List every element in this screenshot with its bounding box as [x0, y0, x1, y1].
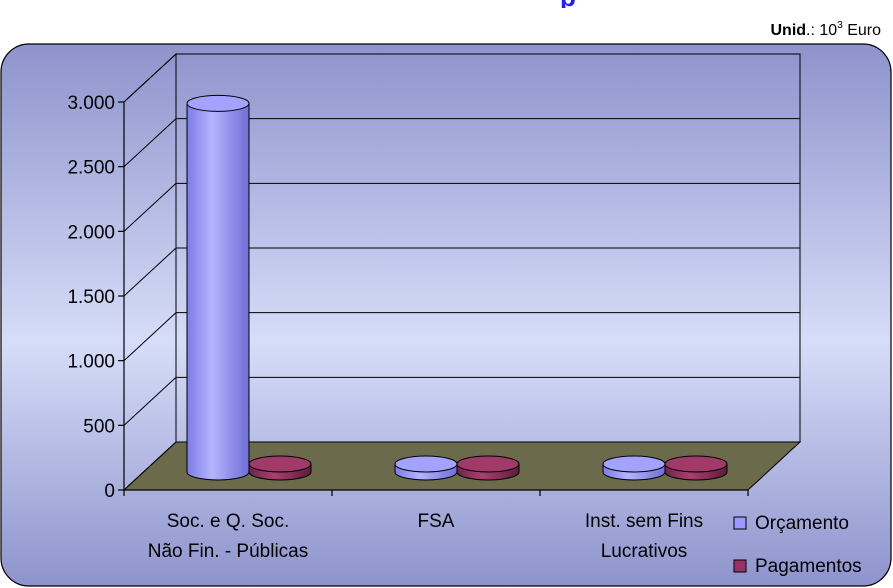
legend-swatch [733, 559, 747, 573]
y-tick-label: 3.000 [67, 93, 115, 114]
unit-suffix: Euro [842, 22, 881, 39]
legend-label: Pagamentos [755, 556, 862, 577]
gridline [123, 312, 800, 362]
bar-top [602, 455, 666, 473]
bars [186, 94, 728, 481]
bar-top [248, 455, 312, 473]
bar-orcamento [602, 455, 666, 481]
bar-body [186, 102, 250, 481]
y-tick-label: 0 [104, 481, 115, 502]
y-tick-label: 1.500 [67, 287, 115, 308]
unit-prefix: Unid [770, 22, 807, 39]
axis-labels: 0 500 1.000 1.500 2.000 2.500 3.000 Soc. e Q. S… [67, 93, 703, 562]
y-tick-label: 2.500 [67, 158, 115, 179]
unit-mid: .: 10 [806, 22, 838, 39]
bar-top [456, 455, 520, 473]
x-category-label: Inst. sem Fins Lucrativos [585, 511, 703, 562]
x-category-label: Soc. e Q. Soc. Não Fin. - Públicas [148, 511, 309, 562]
gridline [123, 53, 800, 103]
unit-label: Unid.: 103 Euro [771, 20, 882, 40]
bar-top [664, 455, 728, 473]
legend-swatch [733, 516, 747, 530]
bar-top [394, 455, 458, 473]
x-category-label: FSA [418, 511, 455, 532]
legend: Orçamento Pagamentos [733, 513, 862, 577]
gridline [123, 376, 800, 426]
gridlines [123, 53, 800, 426]
bar-orcamento [394, 455, 458, 481]
unit-exponent: 3 [837, 20, 843, 31]
gridline [123, 182, 800, 232]
chart-area-background [0, 43, 892, 587]
legend-label: Orçamento [755, 513, 849, 534]
bar-top [186, 94, 250, 112]
gridline [123, 118, 800, 168]
y-tick-label: 500 [83, 416, 115, 437]
bar-pagamentos [248, 455, 312, 481]
chart-title-fragment: p [560, 0, 600, 8]
bar-pagamentos [664, 455, 728, 481]
bar-orcamento [186, 94, 250, 481]
bar-pagamentos [456, 455, 520, 481]
y-tick-label: 1.000 [67, 352, 115, 373]
gridline [123, 247, 800, 297]
y-tick-label: 2.000 [67, 222, 115, 243]
axes [118, 101, 749, 496]
